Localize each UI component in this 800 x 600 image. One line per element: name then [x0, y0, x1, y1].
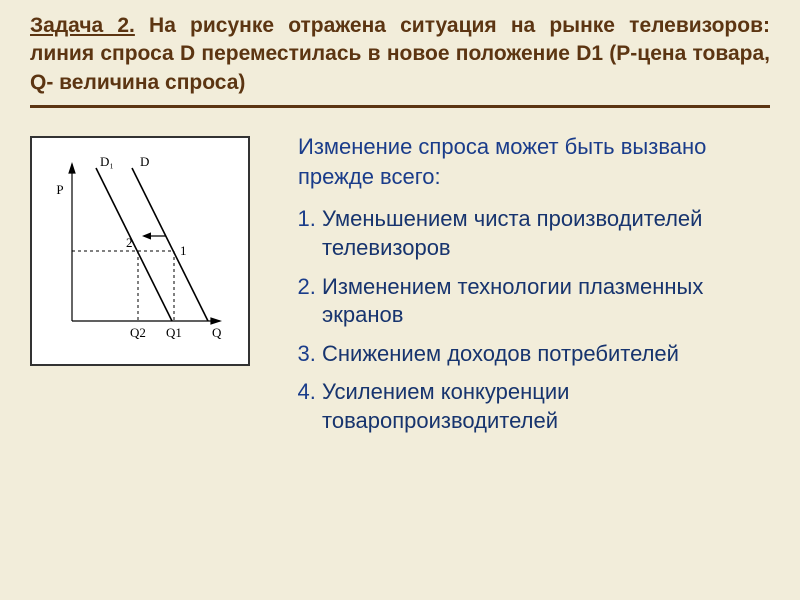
task-text: На рисунке отражена ситуация на рынке те… [30, 14, 770, 94]
chart-frame: P Q D D₁ 1 2 [30, 136, 250, 366]
point-2-label: 2 [126, 235, 133, 250]
label-d: D [140, 154, 149, 169]
svg-text:P: P [56, 182, 63, 197]
lead-text: Изменение спроса может быть вызвано преж… [288, 132, 770, 191]
answer-item: Снижением доходов потребителей [322, 340, 770, 369]
svg-text:Q: Q [212, 325, 222, 340]
task-label: Задача 2. [30, 14, 135, 37]
demand-chart: P Q D D₁ 1 2 [40, 146, 240, 356]
tick-q1: Q1 [166, 325, 182, 340]
answer-item: Уменьшением чиста производителей телевиз… [322, 205, 770, 262]
slide: Задача 2. На рисунке отражена ситуация н… [0, 0, 800, 600]
chart-column: P Q D D₁ 1 2 [30, 126, 260, 446]
shift-arrow-head [142, 232, 151, 239]
text-column: Изменение спроса может быть вызвано преж… [288, 126, 770, 446]
point-1-label: 1 [180, 243, 187, 258]
line-d1 [96, 168, 172, 321]
content-row: P Q D D₁ 1 2 [30, 126, 770, 446]
task-title: Задача 2. На рисунке отражена ситуация н… [30, 12, 770, 108]
answer-item: Изменением технологии плазменных экранов [322, 273, 770, 330]
line-d [132, 168, 208, 321]
label-d1: D₁ [100, 154, 114, 169]
tick-q2: Q2 [130, 325, 146, 340]
answer-item: Усилением конкуренции товаропроизводител… [322, 378, 770, 435]
answers-list: Уменьшением чиста производителей телевиз… [288, 205, 770, 435]
